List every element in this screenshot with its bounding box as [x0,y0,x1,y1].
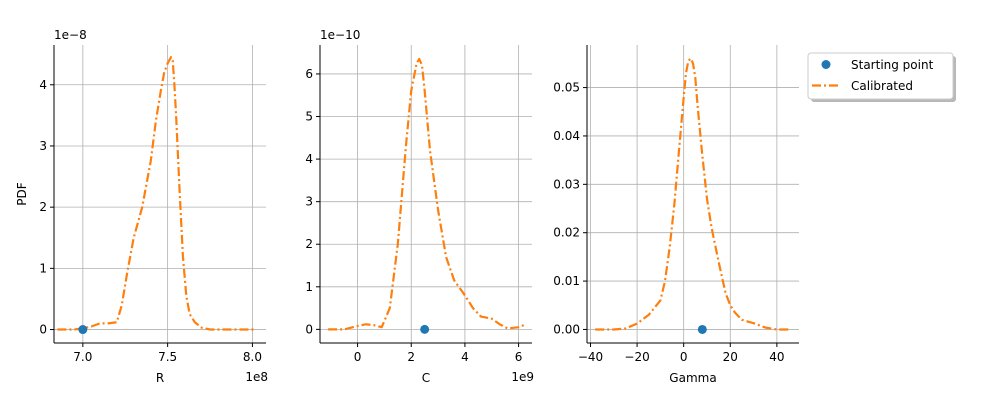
x-tick-label: 7.0 [73,350,92,364]
y-tick-label: 5 [305,110,313,124]
x-tick-label: 7.5 [158,350,177,364]
y-tick-label: 0 [39,323,47,337]
x-tick-label: 0 [354,350,362,364]
x-axis-label: Gamma [669,371,716,385]
legend-box [807,52,954,100]
legend-label-starting-point: Starting point [851,58,934,72]
y-tick-label: 0.04 [553,129,580,143]
y-tick-label: 3 [305,195,313,209]
y-tick-label: 0.03 [553,177,580,191]
y-tick-label: 4 [305,152,313,166]
y-axis-label: PDF [15,182,29,205]
y-tick-label: 3 [39,139,47,153]
y-tick-label: 0.05 [553,81,580,95]
x-axis-label: C [422,371,430,385]
x-tick-label: 0 [680,350,688,364]
calibrated-series-line [57,56,256,331]
x-tick-label: 6 [515,350,523,364]
x-tick-label: 40 [769,350,784,364]
legend-label-calibrated: Calibrated [851,79,913,93]
y-tick-label: 0.02 [553,226,580,240]
y-tick-label: 1 [39,261,47,275]
calibrated-series-line [595,57,789,331]
y-tick-label: 1 [305,280,313,294]
starting-point-marker [78,325,88,335]
x-tick-label: 2 [407,350,415,364]
x-offset-label: 1e9 [511,370,534,384]
x-tick-label: 8.0 [243,350,262,364]
x-tick-label: 20 [723,350,738,364]
y-tick-label: 6 [305,67,313,81]
x-tick-label: −20 [624,350,649,364]
y-tick-label: 0.01 [553,274,580,288]
y-tick-label: 2 [39,200,47,214]
y-offset-label: 1e−10 [320,28,360,42]
calibrated-series-line [328,57,525,331]
x-tick-label: 4 [461,350,469,364]
y-tick-label: 2 [305,237,313,251]
y-tick-label: 0 [305,322,313,336]
subplot-2: 0 2 4 6 0 1 2 3 4 5 6 1e−10 1e9 C [305,28,534,385]
starting-point-marker [697,324,707,334]
y-tick-label: 4 [39,78,47,92]
subplot-1: 7.0 7.5 8.0 0 1 2 3 4 1e−8 1e8 R PDF [15,28,268,385]
y-tick-label: 0.00 [553,322,580,336]
legend: Starting point Calibrated [807,52,956,102]
x-offset-label: 1e8 [245,370,268,384]
x-tick-label: −40 [578,350,603,364]
subplot-3: −40 −20 0 20 40 0.00 0.01 0.02 0.03 0.04 0.05 Gamma [553,45,799,385]
starting-point-marker [420,324,430,334]
legend-starting-point-icon [821,60,831,69]
y-offset-label: 1e−8 [54,28,87,42]
x-axis-label: R [156,371,164,385]
